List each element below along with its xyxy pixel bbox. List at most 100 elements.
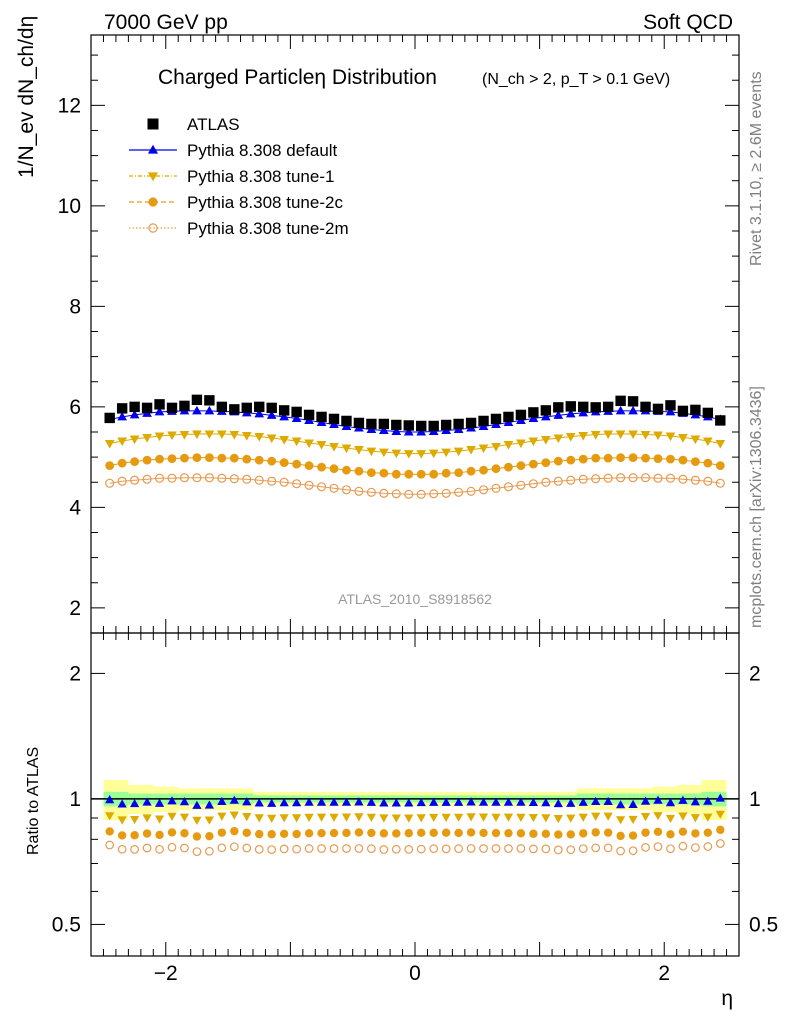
mc-point [279,436,289,445]
mc-point [466,446,476,455]
data-point [241,402,252,414]
ratio-point [130,831,139,840]
ratio-point [653,842,663,851]
ratio-point [117,799,127,808]
ratio-point [229,811,239,820]
mc-point [703,458,713,468]
ratio-point [553,798,563,808]
mc-point [316,441,327,450]
mc-point [292,479,302,489]
mc-point [217,453,227,463]
mc-point [366,468,376,478]
ratio-point [640,812,651,822]
mc-point [180,453,189,463]
ratio-point [180,829,189,838]
mc-point [129,435,140,445]
mc-point [491,443,501,452]
ratio-point [591,828,600,837]
mc-point [142,455,152,465]
series-line [109,457,721,475]
ratio-point [217,843,227,853]
ratio-point [167,828,177,837]
ratio-point [666,830,675,839]
data-point [503,411,514,423]
ratio-point [129,798,140,808]
mc-point [429,469,439,479]
ratio-point [454,828,463,838]
ratio-point [454,844,463,854]
mc-point [641,453,650,463]
ratio-point [341,797,352,806]
ratio-point [354,813,364,822]
mc-point [204,430,215,440]
mc-point [466,486,476,496]
main-y-tick-label: 2 [69,597,81,620]
mc-point [242,474,252,484]
data-point [615,395,626,407]
ratio-point [503,813,514,822]
ratio-point [379,814,389,823]
data-point [690,404,701,416]
mc-point [429,489,439,499]
data-point [116,403,128,414]
mc-point [578,454,588,464]
ratio-point [628,799,638,808]
ratio-y-tick-labels: 0.5 0.5 1 1 2 2 [52,662,778,936]
ratio-point [653,812,663,821]
mc-point [254,475,264,485]
ratio-point [254,798,264,807]
mc-point [379,468,389,478]
ratio-point [566,798,576,807]
ratio-point [441,797,451,806]
mc-point [192,405,202,415]
rivet-label: Rivet 3.1.10, ≥ 2.6M events [748,71,765,266]
x-tick-label: 2 [658,962,670,985]
ratio-point [429,797,439,806]
ratio-point [155,830,164,840]
mc-point [304,439,314,449]
mc-point [553,456,563,466]
data-point [665,400,676,411]
mc-point [441,468,451,478]
mc-point [553,410,564,419]
data-point [104,412,115,424]
mc-point [628,453,638,463]
ratio-point [478,797,489,806]
ratio-point [466,797,476,806]
mc-point [715,440,726,449]
mc-point [167,473,177,483]
mc-point [154,406,165,416]
ratio-point [466,844,476,853]
data-point [129,401,140,413]
data-point [590,402,601,413]
ratio-point [553,815,563,824]
mc-point [690,435,701,445]
mcplots-label: mcplots.cern.ch [arXiv:1306.3436] [748,386,765,628]
mc-point [503,441,514,450]
mc-point [690,457,700,467]
ratio-point [391,844,401,854]
ratio-point [591,812,601,821]
ratio-point [628,846,638,856]
data-point [428,420,439,432]
mc-point [366,447,377,457]
ratio-point [529,844,538,854]
mc-point [217,473,227,483]
data-point [677,405,689,417]
legend-label: Pythia 8.308 tune-2m [187,219,349,238]
ratio-point [491,813,501,822]
mc-point [428,449,439,459]
ratio-point [578,813,588,822]
data-point [303,409,315,421]
ratio-point [279,798,289,807]
main-y-tick-label: 6 [69,396,81,419]
ratio-point [554,830,563,839]
mc-point [366,487,376,497]
ratio-point [379,798,389,807]
mc-point [229,430,240,440]
main-y-tick-label: 12 [58,94,81,117]
ratio-point [416,844,426,854]
mc-point [341,444,352,454]
ratio-point [541,829,551,839]
x-axis-label: η [721,987,733,1010]
